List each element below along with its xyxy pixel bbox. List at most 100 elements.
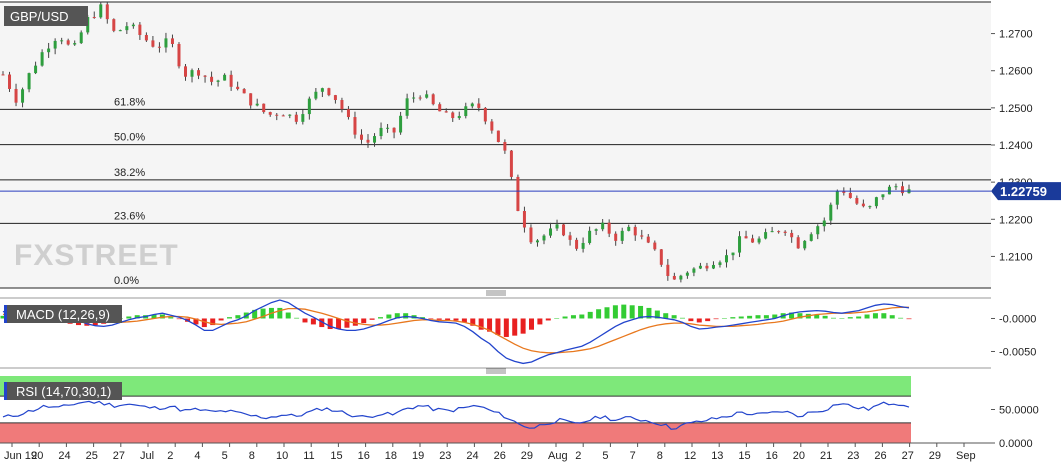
candle — [509, 149, 513, 180]
candle — [633, 224, 637, 241]
candle — [268, 111, 272, 117]
macd-hist-bar — [638, 305, 644, 319]
time-tick-label: 20 — [793, 450, 805, 462]
macd-hist-bar — [705, 318, 711, 322]
candle — [242, 88, 246, 94]
macd-hist-bar — [604, 307, 610, 319]
time-tick-label: Sep — [956, 450, 976, 462]
macd-tick-label: -0.0000 — [999, 313, 1036, 325]
macd-hist-bar — [512, 318, 518, 336]
candle — [170, 34, 174, 48]
candle — [327, 87, 331, 97]
candle — [751, 234, 755, 243]
candle — [783, 230, 787, 236]
macd-hist-bar — [227, 317, 232, 319]
candle — [418, 95, 422, 101]
macd-hist-bar — [621, 304, 627, 319]
candle — [320, 87, 324, 98]
fib-label: 23.6% — [114, 210, 145, 222]
candle — [203, 75, 207, 83]
macd-hist-bar — [654, 310, 660, 319]
candle — [614, 231, 618, 246]
macd-hist-bar — [394, 313, 400, 319]
macd-hist-bar — [596, 309, 602, 319]
macd-hist-bar — [235, 315, 241, 319]
candle — [874, 196, 878, 209]
candle — [262, 103, 266, 114]
macd-hist-bar — [831, 317, 836, 319]
time-tick-label: Aug — [548, 450, 568, 462]
candle — [796, 235, 800, 249]
candle — [386, 124, 390, 133]
time-tick-label: 23 — [847, 450, 859, 462]
time-tick-label: 18 — [385, 450, 397, 462]
macd-hist-bar — [537, 318, 543, 325]
macd-hist-bar — [378, 317, 383, 319]
rsi-tick-label: 50.0000 — [999, 405, 1039, 417]
time-tick-label: 24 — [466, 450, 478, 462]
current-price-value: 1.22759 — [1000, 184, 1047, 199]
candle — [392, 127, 396, 139]
candle — [685, 271, 689, 279]
candle — [366, 134, 370, 148]
fib-label: 50.0% — [114, 132, 145, 144]
chart-title: GBP/USD — [10, 9, 69, 24]
macd-hist-bar — [906, 318, 912, 320]
macd-hist-bar — [847, 317, 853, 319]
candle — [822, 217, 826, 232]
candle — [744, 230, 748, 239]
time-tick-label: 15 — [738, 450, 750, 462]
candle — [770, 226, 774, 233]
candle — [868, 205, 872, 209]
candle — [412, 92, 416, 103]
candle — [627, 224, 631, 232]
time-tick-label: 20 — [31, 450, 43, 462]
macd-hist-bar — [352, 318, 358, 326]
resize-handle-1[interactable] — [486, 290, 506, 296]
candle — [848, 187, 852, 199]
candle — [718, 260, 722, 268]
time-tick-label: 5 — [602, 450, 608, 462]
macd-hist-bar — [310, 318, 316, 325]
candle — [483, 106, 487, 125]
macd-hist-bar — [881, 313, 887, 319]
macd-hist-bar — [856, 316, 862, 319]
rsi-tick-label: 0.0000 — [999, 438, 1033, 450]
candle — [464, 102, 468, 119]
candle — [425, 90, 429, 99]
candle — [281, 114, 285, 117]
rsi-overbought-zone — [0, 376, 911, 397]
macd-hist-bar — [0, 315, 6, 319]
macd-hist-bar — [252, 309, 258, 319]
macd-hist-bar — [319, 318, 325, 328]
candles — [1, 1, 911, 283]
price-axis-ticks: 1.27001.26001.25001.24001.23001.22001.21… — [991, 29, 1033, 263]
candle — [594, 228, 598, 236]
macd-hist-bar — [612, 305, 618, 319]
candle — [255, 98, 259, 107]
rsi-line — [2, 400, 910, 430]
macd-hist-bar — [260, 308, 266, 319]
time-tick-label: 12 — [684, 450, 696, 462]
macd-hist-bar — [570, 315, 576, 319]
candle — [640, 229, 644, 240]
macd-hist-bar — [277, 307, 283, 319]
time-tick-label: 4 — [194, 450, 200, 462]
candle — [112, 18, 116, 33]
candle — [1, 71, 5, 76]
macd-hist-bar — [327, 318, 333, 330]
macd-hist-bar — [285, 312, 291, 319]
candle — [438, 102, 442, 112]
candle — [738, 231, 742, 258]
macd-hist-bar — [688, 318, 694, 322]
candle — [359, 129, 363, 144]
macd-hist-bar — [134, 315, 140, 319]
candle — [900, 181, 904, 196]
candle — [184, 64, 188, 81]
candle — [40, 49, 44, 67]
candle — [666, 258, 670, 281]
macd-hist-bar — [898, 317, 904, 319]
resize-handle-2[interactable] — [486, 368, 506, 374]
rsi-label-accent — [4, 382, 7, 400]
time-tick-label: 24 — [58, 450, 70, 462]
